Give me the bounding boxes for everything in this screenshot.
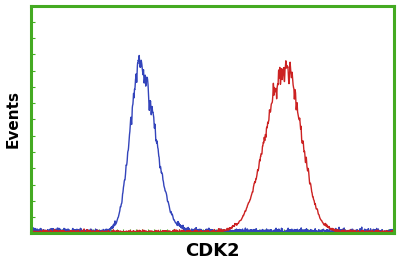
Y-axis label: Events: Events <box>6 90 20 148</box>
X-axis label: CDK2: CDK2 <box>185 242 240 260</box>
